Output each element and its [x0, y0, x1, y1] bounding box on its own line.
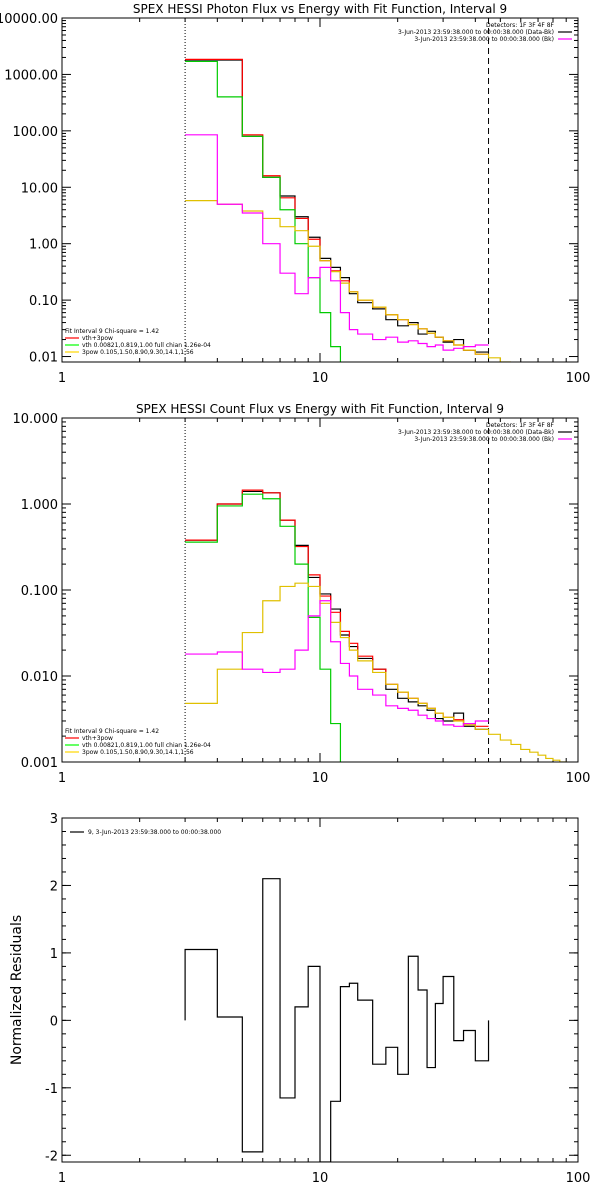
chart-title: SPEX HESSI Photon Flux vs Energy with Fi…	[133, 2, 507, 16]
y-tick-label: 2	[50, 879, 58, 894]
legend-entry: Detectors: 1F 3F 4F 8F	[486, 422, 555, 429]
x-tick-label: 1	[58, 371, 66, 386]
legend-top-left: 9, 3-Jun-2013 23:59:38.000 to 00:00:38.0…	[70, 829, 221, 836]
x-tick-label: 1	[58, 771, 66, 786]
y-tick-label: 0.01	[29, 351, 58, 366]
y-tick-label: 1.00	[29, 238, 58, 253]
legend-top-right: Detectors: 1F 3F 4F 8F3-Jun-2013 23:59:3…	[398, 422, 572, 443]
series-group	[184, 878, 490, 1162]
y-tick-label: 100.00	[13, 125, 59, 140]
y-tick-label: 3	[50, 812, 58, 827]
x-minor-ticks	[139, 18, 567, 362]
series-line-vth-3pow	[185, 58, 489, 355]
series-line-vth	[185, 493, 342, 762]
series-group	[185, 489, 567, 762]
chart-panel-3: Normalized Residuals 1 10 100 -2 -1 0 1 2 3 9, 3-J…	[9, 812, 590, 1186]
legend-entry: 3-Jun-2013 23:59:38.000 to 00:00:38.000 …	[414, 36, 554, 43]
x-tick-label: 10	[312, 771, 329, 786]
y-tick-label: -1	[45, 1082, 58, 1097]
legend-entry: Fit Interval 9 Chi-square = 1.42	[65, 328, 159, 335]
series-line-3pow	[185, 200, 512, 362]
y-tick-label: 1.000	[21, 498, 58, 513]
y-tick-label: 0.010	[21, 670, 58, 685]
x-tick-label: 100	[566, 771, 591, 786]
series-line-bk	[185, 600, 489, 727]
series-line-data-bk	[185, 490, 489, 730]
x-tick-label: 100	[566, 371, 591, 386]
legend-entry: vth+3pow	[82, 335, 113, 342]
legend-top-right: Detectors: 1F 3F 4F 8F3-Jun-2013 23:59:3…	[398, 22, 572, 43]
y-tick-label: -2	[45, 1149, 58, 1164]
series-line-data-bk	[185, 59, 489, 353]
legend-entry: 3-Jun-2013 23:59:38.000 to 00:00:38.000 …	[414, 436, 554, 443]
series-group	[185, 58, 512, 362]
x-minor-ticks	[139, 818, 567, 1162]
plot-frame	[61, 417, 579, 763]
legend-bottom-left: Fit Interval 9 Chi-square = 1.42vth+3pow…	[65, 328, 211, 356]
series-line-vth-3pow	[185, 489, 489, 727]
y-tick-label: 0.001	[21, 756, 58, 771]
chart-panel-2: SPEX HESSI Count Flux vs Energy with Fit…	[13, 402, 591, 786]
series-line-9-3-jun-2013-23-59-3	[184, 878, 490, 1162]
legend-entry: Fit Interval 9 Chi-square = 1.42	[65, 728, 159, 735]
legend-bottom-left: Fit Interval 9 Chi-square = 1.42vth+3pow…	[65, 728, 211, 756]
legend-entry: vth 0.00821,0.819,1.00 full chian 1.26e-…	[82, 742, 211, 749]
y-tick-label: 0.10	[29, 294, 58, 309]
x-tick-label: 10	[312, 371, 329, 386]
y-tick-label: 10.00	[21, 181, 58, 196]
series-line-3pow	[185, 582, 567, 762]
y-tick-label: 0.100	[21, 584, 58, 599]
series-line-bk	[185, 134, 489, 351]
legend-entry: 3pow 0.105,1.50,8.90,9.30,14.1,1.56	[82, 749, 194, 756]
legend-entry: 9, 3-Jun-2013 23:59:38.000 to 00:00:38.0…	[88, 829, 221, 836]
chart-panel-1: SPEX HESSI Photon Flux vs Energy with Fi…	[0, 2, 590, 386]
y-tick-label: 10000.00	[0, 12, 58, 27]
legend-entry: 3pow 0.105,1.50,8.90,9.30,14.1,1.56	[82, 349, 194, 356]
series-line-vth	[185, 60, 342, 362]
y-minor-ticks	[62, 20, 578, 341]
y-minor-ticks	[62, 421, 578, 737]
y-tick-label: 1000.00	[4, 68, 58, 83]
x-tick-label: 1	[58, 1171, 66, 1186]
chart-title: SPEX HESSI Count Flux vs Energy with Fit…	[136, 402, 504, 416]
legend-entry: 3-Jun-2013 23:59:38.000 to 00:00:38.000 …	[398, 29, 554, 36]
x-tick-label: 10	[312, 1171, 329, 1186]
plot-frame	[61, 817, 579, 1163]
legend-entry: vth+3pow	[82, 735, 113, 742]
legend-entry: vth 0.00821,0.819,1.00 full chian 1.26e-…	[82, 342, 211, 349]
x-minor-ticks	[139, 418, 567, 762]
legend-entry: 3-Jun-2013 23:59:38.000 to 00:00:38.000 …	[398, 429, 554, 436]
legend-entry: Detectors: 1F 3F 4F 8F	[486, 22, 555, 29]
y-tick-label: 1	[50, 947, 58, 962]
x-tick-label: 100	[566, 1171, 591, 1186]
y-tick-label: 0	[50, 1014, 58, 1029]
y-tick-label: 10.000	[13, 412, 59, 427]
y-axis-label: Normalized Residuals	[9, 915, 25, 1065]
plot-frame	[61, 17, 579, 363]
